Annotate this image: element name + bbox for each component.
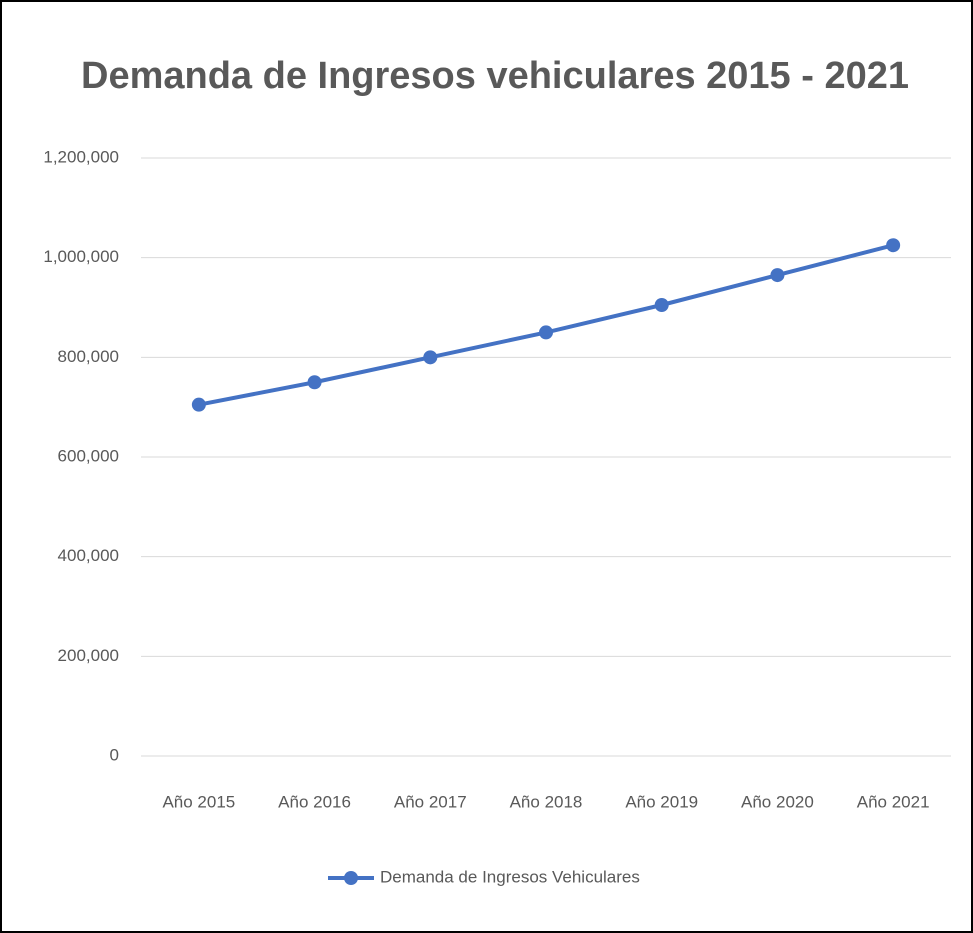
legend-marker — [344, 871, 358, 885]
y-tick-label: 800,000 — [58, 347, 119, 366]
x-tick-label: Año 2021 — [857, 792, 930, 811]
x-tick-label: Año 2017 — [394, 792, 467, 811]
marker — [654, 298, 669, 313]
x-tick-label: Año 2020 — [741, 792, 814, 811]
x-tick-label: Año 2018 — [510, 792, 583, 811]
marker — [886, 238, 901, 253]
marker — [307, 375, 322, 390]
marker — [191, 397, 206, 412]
x-tick-label: Año 2016 — [278, 792, 351, 811]
chart-title: Demanda de Ingresos vehiculares 2015 - 2… — [81, 55, 909, 97]
x-tick-label: Año 2019 — [625, 792, 698, 811]
y-tick-label: 600,000 — [58, 446, 119, 465]
x-tick-label: Año 2015 — [162, 792, 235, 811]
y-tick-label: 0 — [110, 745, 119, 764]
legend-label: Demanda de Ingresos Vehiculares — [380, 867, 640, 886]
marker — [423, 350, 438, 365]
y-tick-label: 1,000,000 — [43, 247, 119, 266]
y-tick-label: 1,200,000 — [43, 147, 119, 166]
y-tick-label: 200,000 — [58, 646, 119, 665]
y-tick-label: 400,000 — [58, 546, 119, 565]
marker — [539, 325, 553, 340]
marker — [770, 268, 785, 283]
